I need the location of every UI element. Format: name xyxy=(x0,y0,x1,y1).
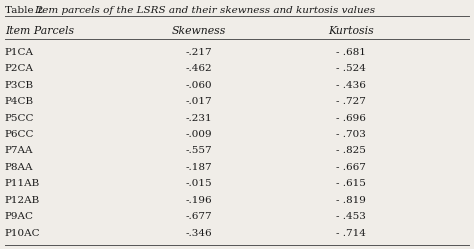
Text: - .819: - .819 xyxy=(336,196,366,205)
Text: -.557: -.557 xyxy=(186,146,212,155)
Text: -.015: -.015 xyxy=(186,179,212,188)
Text: - .667: - .667 xyxy=(336,163,366,172)
Text: P7AA: P7AA xyxy=(5,146,33,155)
Text: - .615: - .615 xyxy=(336,179,366,188)
Text: -.196: -.196 xyxy=(186,196,212,205)
Text: -.677: -.677 xyxy=(186,212,212,221)
Text: - .703: - .703 xyxy=(336,130,366,139)
Text: Table 2: Table 2 xyxy=(5,6,46,15)
Text: -.017: -.017 xyxy=(186,97,212,106)
Text: - .681: - .681 xyxy=(336,48,366,57)
Text: P2CA: P2CA xyxy=(5,64,34,73)
Text: P8AA: P8AA xyxy=(5,163,33,172)
Text: -.231: -.231 xyxy=(186,114,212,123)
Text: P10AC: P10AC xyxy=(5,229,40,238)
Text: - .727: - .727 xyxy=(336,97,366,106)
Text: P5CC: P5CC xyxy=(5,114,34,123)
Text: -.060: -.060 xyxy=(186,81,212,90)
Text: -.217: -.217 xyxy=(186,48,212,57)
Text: P4CB: P4CB xyxy=(5,97,34,106)
Text: P12AB: P12AB xyxy=(5,196,40,205)
Text: P11AB: P11AB xyxy=(5,179,40,188)
Text: - .825: - .825 xyxy=(336,146,366,155)
Text: - .714: - .714 xyxy=(336,229,366,238)
Text: -.009: -.009 xyxy=(186,130,212,139)
Text: - .436: - .436 xyxy=(336,81,366,90)
Text: - .696: - .696 xyxy=(336,114,366,123)
Text: Skewness: Skewness xyxy=(172,26,226,36)
Text: - .524: - .524 xyxy=(336,64,366,73)
Text: P3CB: P3CB xyxy=(5,81,34,90)
Text: Item Parcels: Item Parcels xyxy=(5,26,74,36)
Text: P6CC: P6CC xyxy=(5,130,34,139)
Text: Kurtosis: Kurtosis xyxy=(328,26,374,36)
Text: -.462: -.462 xyxy=(186,64,212,73)
Text: P9AC: P9AC xyxy=(5,212,34,221)
Text: - .453: - .453 xyxy=(336,212,366,221)
Text: -.346: -.346 xyxy=(186,229,212,238)
Text: -.187: -.187 xyxy=(186,163,212,172)
Text: P1CA: P1CA xyxy=(5,48,34,57)
Text: Item parcels of the LSRS and their skewness and kurtosis values: Item parcels of the LSRS and their skewn… xyxy=(34,6,375,15)
